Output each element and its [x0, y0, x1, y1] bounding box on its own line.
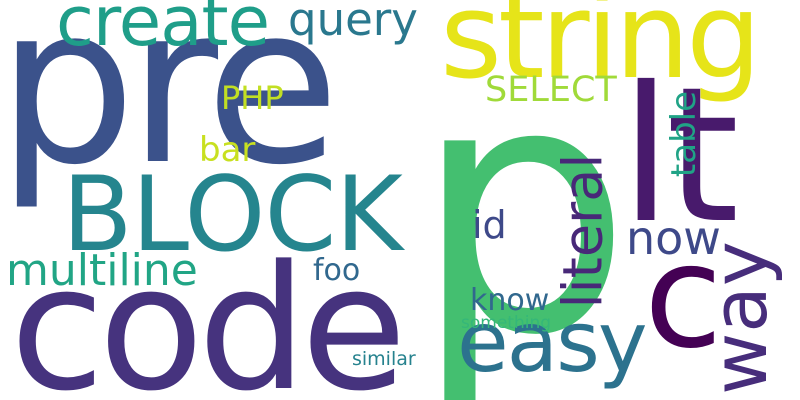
word-create: create — [56, 0, 270, 62]
word-block: BLOCK — [62, 155, 403, 275]
word-pre: pre — [0, 0, 340, 213]
word-php: PHP — [221, 79, 284, 117]
word-table: table — [664, 90, 705, 178]
word-easy: easy — [457, 293, 648, 391]
word-p: p — [413, 10, 632, 400]
word-id: id — [472, 203, 507, 247]
word-multiline: multiline — [6, 245, 198, 296]
word-literal: literal — [551, 153, 615, 309]
word-code: code — [10, 228, 407, 400]
word-now: now — [626, 211, 721, 265]
word-select: SELECT — [485, 70, 617, 110]
word-bar: bar — [199, 130, 256, 170]
word-foo: foo — [313, 253, 361, 288]
word-lt: lt — [620, 47, 739, 265]
word-something: something — [461, 313, 552, 333]
word-query: query — [288, 0, 418, 46]
word-c: c — [644, 213, 723, 380]
word-know: know — [470, 283, 550, 318]
word-string: string — [440, 0, 762, 106]
word-similar: similar — [352, 348, 416, 370]
